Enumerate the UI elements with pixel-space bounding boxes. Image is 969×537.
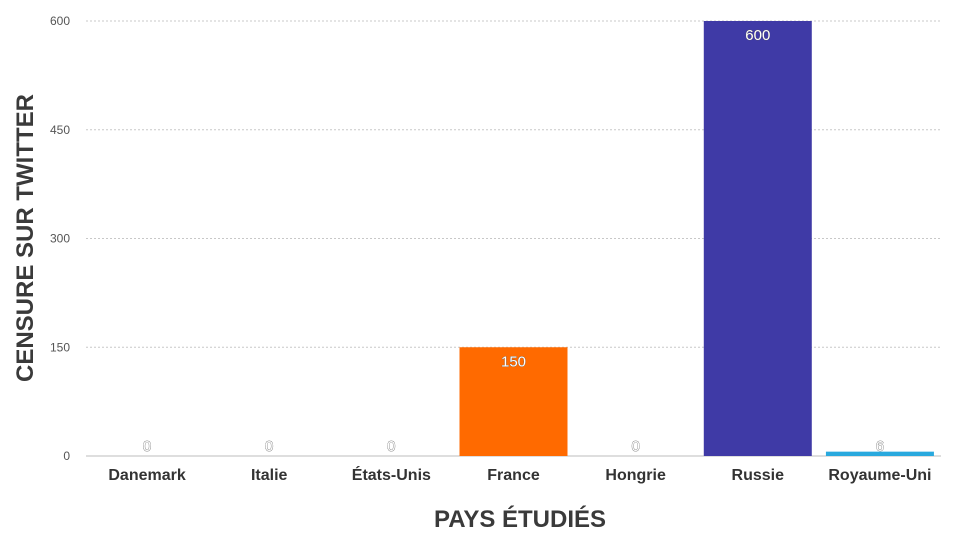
x-category-label: Royaume-Uni xyxy=(828,467,931,484)
data-label: 0 xyxy=(387,438,395,455)
x-category-label: Italie xyxy=(251,467,288,484)
data-label: 0 xyxy=(265,438,273,455)
y-tick-label: 600 xyxy=(50,14,70,28)
y-tick-label: 0 xyxy=(63,449,70,463)
y-axis-title: CENSURE SUR TWITTER xyxy=(12,94,39,382)
x-category-label: France xyxy=(487,467,540,484)
y-tick-label: 150 xyxy=(50,340,70,354)
data-label: 600 xyxy=(745,27,770,44)
data-labels: 0 0 0 150 0 600 6 xyxy=(142,27,884,456)
bar xyxy=(703,21,812,456)
y-tick-label: 450 xyxy=(50,123,70,137)
bar xyxy=(825,451,934,456)
gridlines xyxy=(86,20,941,348)
data-label: 0 xyxy=(143,438,151,455)
x-category-label: Danemark xyxy=(108,467,185,484)
y-axis-ticks: 0 150 300 450 600 xyxy=(50,14,70,463)
x-category-label: États-Unis xyxy=(352,465,431,484)
data-label: 0 xyxy=(631,438,639,455)
y-tick-label: 300 xyxy=(50,232,70,246)
x-axis-title: PAYS ÉTUDIÉS xyxy=(434,505,606,533)
x-axis-categories: Danemark Italie États-Unis France Hongrie Rus… xyxy=(108,465,931,484)
data-label: 150 xyxy=(501,353,526,370)
x-category-label: Hongrie xyxy=(605,467,666,484)
x-category-label: Russie xyxy=(732,467,785,484)
bar xyxy=(459,347,568,456)
bars xyxy=(459,21,934,456)
data-label: 6 xyxy=(876,438,884,455)
